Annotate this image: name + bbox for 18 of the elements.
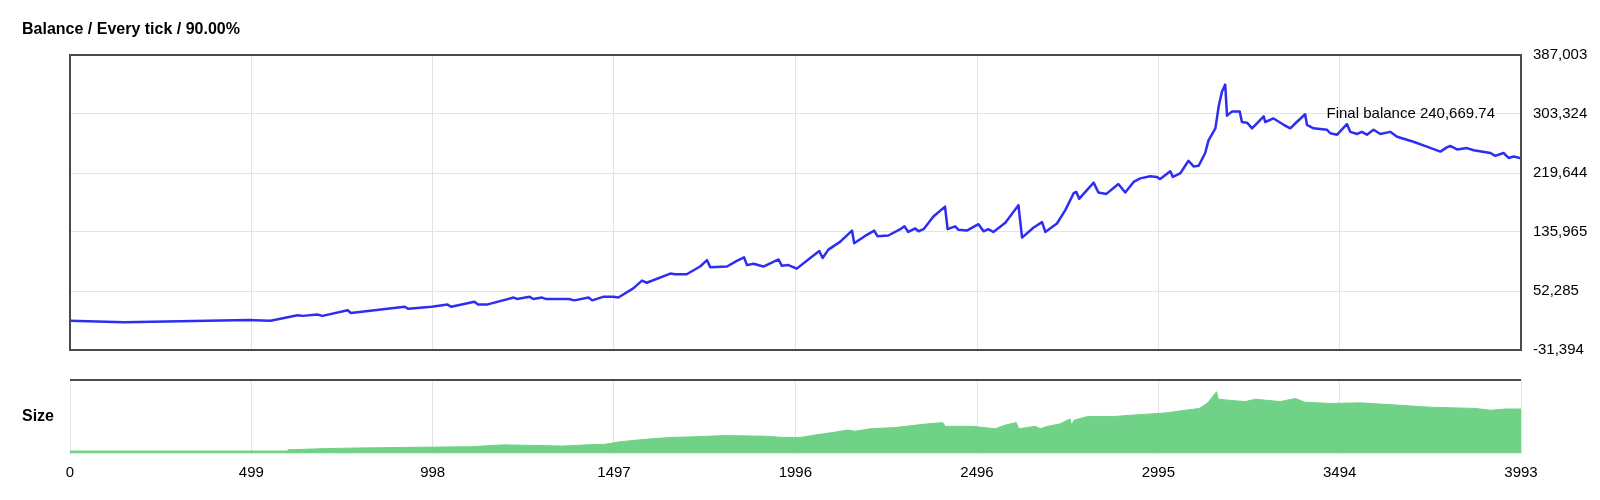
- x-tick-label: 0: [65, 462, 75, 480]
- x-tick-label: 1996: [778, 462, 813, 480]
- annotation: Final balance 240,669.74: [1326, 104, 1495, 122]
- y-tick-label: 387,003: [1533, 45, 1588, 63]
- y-tick-label: 135,965: [1533, 222, 1588, 240]
- x-tick-label: 499: [238, 462, 264, 480]
- y-tick-label: 219,644: [1533, 163, 1588, 181]
- y-tick-label: -31,394: [1533, 340, 1584, 358]
- y-axis-title: Size: [22, 406, 55, 424]
- x-tick-label: 1497: [597, 462, 631, 480]
- x-tick-label: 3494: [1322, 462, 1357, 480]
- y-tick-label: 52,285: [1533, 281, 1579, 299]
- x-tick-label: 3993: [1504, 462, 1538, 480]
- y-tick-label: 303,324: [1533, 104, 1588, 122]
- x-tick-label: 2995: [1141, 462, 1176, 480]
- x-tick-label: 2496: [960, 462, 994, 480]
- x-tick-label: 998: [420, 462, 446, 480]
- chart-title: Balance / Every tick / 90.00%: [22, 20, 240, 38]
